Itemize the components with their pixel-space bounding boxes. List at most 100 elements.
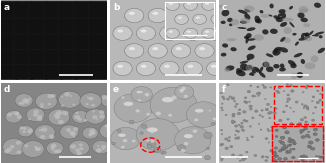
Ellipse shape <box>238 10 248 14</box>
FancyBboxPatch shape <box>29 1 49 19</box>
Circle shape <box>241 122 243 124</box>
Circle shape <box>20 102 24 105</box>
Circle shape <box>80 93 101 109</box>
Circle shape <box>136 109 140 112</box>
Ellipse shape <box>255 69 260 73</box>
Ellipse shape <box>276 17 283 22</box>
Circle shape <box>268 142 270 143</box>
FancyBboxPatch shape <box>14 62 34 80</box>
Circle shape <box>148 8 167 23</box>
Circle shape <box>236 156 240 158</box>
Ellipse shape <box>148 15 168 19</box>
Circle shape <box>99 110 104 114</box>
Circle shape <box>146 113 150 116</box>
Circle shape <box>129 120 134 124</box>
Circle shape <box>147 141 156 148</box>
Circle shape <box>75 112 79 114</box>
Circle shape <box>230 145 233 148</box>
Ellipse shape <box>112 32 132 37</box>
Circle shape <box>317 90 319 92</box>
Circle shape <box>231 122 234 124</box>
Circle shape <box>28 118 31 120</box>
Circle shape <box>85 103 89 105</box>
Ellipse shape <box>195 15 215 19</box>
Circle shape <box>267 112 271 115</box>
Circle shape <box>175 85 194 99</box>
Ellipse shape <box>304 63 316 69</box>
Circle shape <box>136 61 156 76</box>
Ellipse shape <box>112 68 132 72</box>
Ellipse shape <box>280 64 285 68</box>
Circle shape <box>274 151 276 153</box>
FancyBboxPatch shape <box>88 47 109 64</box>
Circle shape <box>243 119 246 122</box>
Ellipse shape <box>246 54 255 60</box>
Ellipse shape <box>260 14 269 18</box>
Circle shape <box>161 152 164 154</box>
Ellipse shape <box>262 29 269 35</box>
Circle shape <box>220 143 223 145</box>
Circle shape <box>314 129 318 131</box>
Circle shape <box>273 137 277 140</box>
Circle shape <box>236 103 238 105</box>
Circle shape <box>270 106 272 108</box>
Circle shape <box>269 117 271 119</box>
Circle shape <box>66 128 71 132</box>
FancyBboxPatch shape <box>59 32 79 49</box>
Circle shape <box>280 157 282 159</box>
Circle shape <box>275 140 277 141</box>
FancyBboxPatch shape <box>14 16 34 34</box>
Circle shape <box>312 126 314 127</box>
Ellipse shape <box>112 140 139 144</box>
Circle shape <box>268 130 270 132</box>
Circle shape <box>304 116 307 119</box>
FancyBboxPatch shape <box>74 47 94 64</box>
Circle shape <box>150 140 155 143</box>
Ellipse shape <box>283 27 292 34</box>
Circle shape <box>101 145 106 149</box>
Circle shape <box>265 137 268 140</box>
Ellipse shape <box>301 33 304 38</box>
Circle shape <box>244 101 248 104</box>
Circle shape <box>231 97 235 99</box>
Circle shape <box>304 105 307 107</box>
Circle shape <box>140 91 143 93</box>
Circle shape <box>284 125 287 126</box>
Circle shape <box>33 113 38 117</box>
Circle shape <box>15 112 19 115</box>
Circle shape <box>184 95 188 98</box>
Circle shape <box>258 95 259 96</box>
Circle shape <box>252 95 255 97</box>
Ellipse shape <box>248 45 256 50</box>
Ellipse shape <box>251 73 255 76</box>
Circle shape <box>265 159 268 162</box>
Circle shape <box>237 130 240 133</box>
Circle shape <box>114 94 152 123</box>
Ellipse shape <box>164 30 170 33</box>
Circle shape <box>250 85 252 87</box>
Circle shape <box>265 156 268 157</box>
Circle shape <box>275 90 278 92</box>
Circle shape <box>62 111 68 115</box>
Circle shape <box>277 91 280 94</box>
Circle shape <box>138 99 141 101</box>
FancyBboxPatch shape <box>44 62 64 80</box>
Circle shape <box>7 113 12 117</box>
Circle shape <box>240 125 244 128</box>
Circle shape <box>85 109 106 124</box>
FancyBboxPatch shape <box>74 1 94 19</box>
Ellipse shape <box>301 59 305 64</box>
Circle shape <box>267 128 269 130</box>
Circle shape <box>271 126 274 128</box>
Circle shape <box>231 121 235 123</box>
Ellipse shape <box>236 70 245 76</box>
Ellipse shape <box>240 61 248 64</box>
Ellipse shape <box>244 6 255 12</box>
Text: a: a <box>4 3 10 12</box>
Ellipse shape <box>312 35 319 37</box>
Circle shape <box>183 26 202 40</box>
Circle shape <box>307 107 309 108</box>
Ellipse shape <box>299 6 308 13</box>
Ellipse shape <box>117 30 123 33</box>
Ellipse shape <box>273 64 280 68</box>
